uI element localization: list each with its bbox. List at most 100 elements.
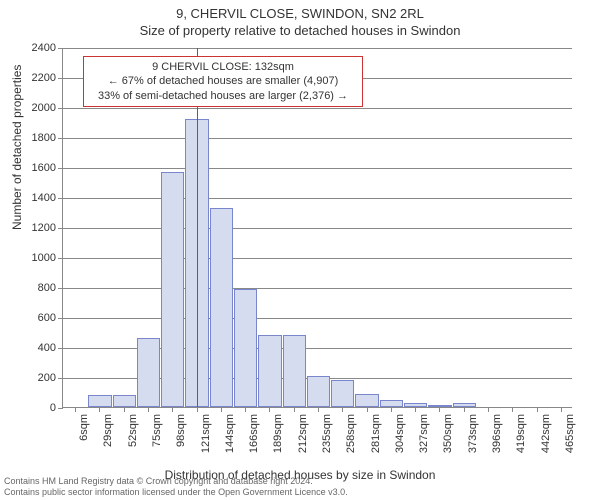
x-tick: [512, 407, 513, 412]
x-tick: [124, 407, 125, 412]
grid-line: [63, 198, 572, 199]
x-tick: [367, 407, 368, 412]
x-tick: [294, 407, 295, 412]
plot-region: 9 CHERVIL CLOSE: 132sqm← 67% of detached…: [62, 48, 572, 408]
x-tick-label: 350sqm: [442, 414, 454, 453]
x-tick: [75, 407, 76, 412]
x-tick-label: 396sqm: [491, 414, 503, 453]
x-tick-label: 212sqm: [297, 414, 309, 453]
x-tick: [318, 407, 319, 412]
x-tick-label: 75sqm: [151, 414, 163, 447]
x-tick: [391, 407, 392, 412]
grid-line: [63, 108, 572, 109]
x-tick: [148, 407, 149, 412]
histogram-bar: [355, 394, 378, 408]
y-tick-label: 1200: [0, 222, 56, 234]
histogram-bar: [88, 395, 111, 407]
chart-container: 9, CHERVIL CLOSE, SWINDON, SN2 2RL Size …: [0, 0, 600, 500]
histogram-bar: [380, 400, 403, 408]
x-tick-label: 166sqm: [248, 414, 260, 453]
histogram-bar: [161, 172, 184, 408]
x-tick-label: 121sqm: [200, 414, 212, 453]
footer-line1: Contains HM Land Registry data © Crown c…: [4, 476, 348, 487]
y-tick-label: 1000: [0, 252, 56, 264]
x-tick-label: 189sqm: [272, 414, 284, 453]
annotation-box: 9 CHERVIL CLOSE: 132sqm← 67% of detached…: [83, 56, 363, 107]
x-tick-label: 98sqm: [175, 414, 187, 447]
y-tick: [58, 168, 63, 169]
y-tick-label: 600: [0, 312, 56, 324]
y-tick-label: 2400: [0, 42, 56, 54]
y-tick: [58, 318, 63, 319]
chart-area: 9 CHERVIL CLOSE: 132sqm← 67% of detached…: [62, 48, 572, 408]
x-tick-label: 235sqm: [321, 414, 333, 453]
x-tick-label: 258sqm: [345, 414, 357, 453]
x-tick-label: 373sqm: [467, 414, 479, 453]
title-address: 9, CHERVIL CLOSE, SWINDON, SN2 2RL: [0, 0, 600, 21]
x-tick: [221, 407, 222, 412]
x-tick: [172, 407, 173, 412]
x-tick-label: 465sqm: [564, 414, 576, 453]
footer-attribution: Contains HM Land Registry data © Crown c…: [4, 476, 348, 498]
histogram-bar: [331, 380, 354, 407]
x-tick-label: 29sqm: [102, 414, 114, 447]
annotation-line3: 33% of semi-detached houses are larger (…: [90, 89, 356, 103]
histogram-bar: [113, 395, 136, 407]
y-tick-label: 1800: [0, 132, 56, 144]
y-tick-label: 0: [0, 402, 56, 414]
annotation-line1: 9 CHERVIL CLOSE: 132sqm: [90, 60, 356, 74]
y-tick-label: 800: [0, 282, 56, 294]
grid-line: [63, 258, 572, 259]
x-tick: [269, 407, 270, 412]
y-axis-label: Number of detached properties: [10, 65, 24, 230]
x-tick-label: 442sqm: [540, 414, 552, 453]
x-tick-label: 304sqm: [394, 414, 406, 453]
x-tick: [561, 407, 562, 412]
y-tick: [58, 198, 63, 199]
footer-line2: Contains public sector information licen…: [4, 487, 348, 498]
histogram-bar: [234, 289, 257, 408]
y-tick-label: 1400: [0, 192, 56, 204]
y-tick-label: 1600: [0, 162, 56, 174]
y-tick: [58, 78, 63, 79]
grid-line: [63, 228, 572, 229]
x-tick-label: 52sqm: [127, 414, 139, 447]
x-tick: [439, 407, 440, 412]
x-tick: [99, 407, 100, 412]
annotation-line2: ← 67% of detached houses are smaller (4,…: [90, 74, 356, 88]
y-tick: [58, 108, 63, 109]
y-tick-label: 2200: [0, 72, 56, 84]
y-tick: [58, 408, 63, 409]
x-tick-label: 144sqm: [224, 414, 236, 453]
y-tick: [58, 288, 63, 289]
y-tick: [58, 378, 63, 379]
x-tick-label: 327sqm: [418, 414, 430, 453]
grid-line: [63, 168, 572, 169]
title-subtitle: Size of property relative to detached ho…: [0, 23, 600, 38]
x-tick-label: 6sqm: [78, 414, 90, 441]
x-tick: [537, 407, 538, 412]
histogram-bar: [258, 335, 281, 407]
grid-line: [63, 48, 572, 49]
x-tick-label: 419sqm: [515, 414, 527, 453]
x-tick: [245, 407, 246, 412]
grid-line: [63, 318, 572, 319]
y-tick: [58, 348, 63, 349]
histogram-bar: [307, 376, 330, 408]
x-tick-label: 281sqm: [370, 414, 382, 453]
y-tick-label: 200: [0, 372, 56, 384]
y-tick-label: 400: [0, 342, 56, 354]
y-tick: [58, 228, 63, 229]
grid-line: [63, 138, 572, 139]
y-tick: [58, 138, 63, 139]
histogram-bar: [137, 338, 160, 407]
x-tick: [488, 407, 489, 412]
x-tick: [342, 407, 343, 412]
histogram-bar: [283, 335, 306, 407]
x-tick: [415, 407, 416, 412]
y-tick: [58, 48, 63, 49]
y-tick: [58, 258, 63, 259]
x-tick: [464, 407, 465, 412]
histogram-bar: [210, 208, 233, 408]
x-tick: [197, 407, 198, 412]
